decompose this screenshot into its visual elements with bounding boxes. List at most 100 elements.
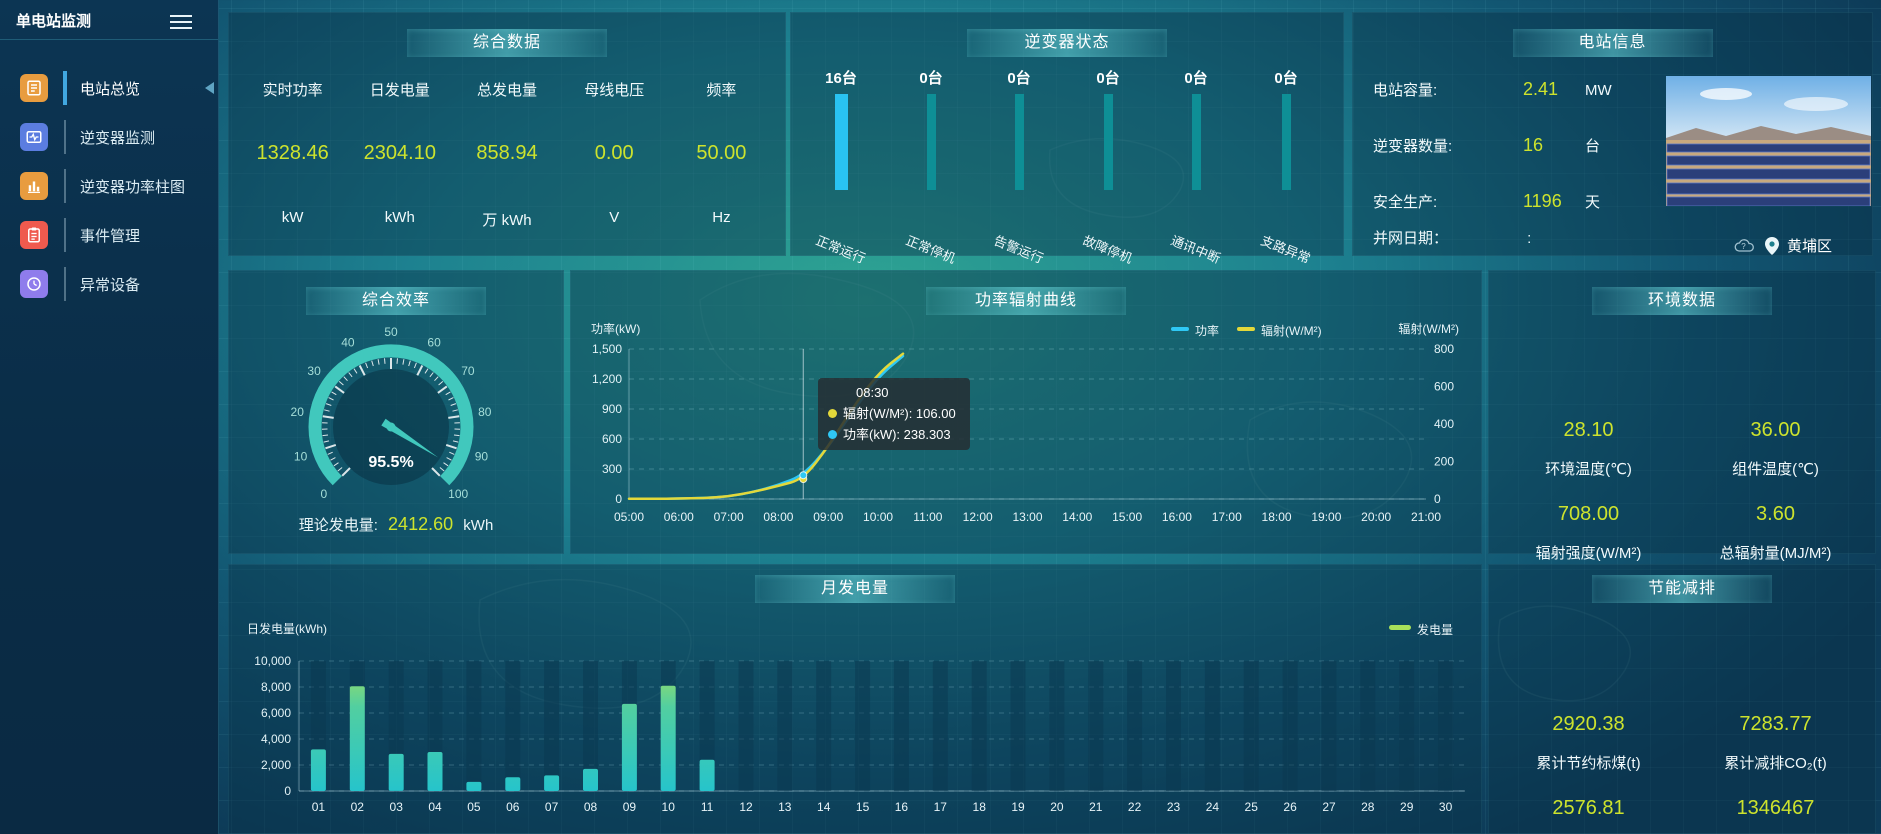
svg-text:15: 15 (856, 800, 870, 814)
tooltip-item: 辐射(W/M²): 106.00 (828, 403, 960, 422)
status-bar[interactable] (1103, 94, 1113, 190)
bar-background (1166, 661, 1181, 791)
metric-label: 日发电量 (369, 82, 430, 99)
sidebar-item-tick (64, 120, 66, 154)
svg-text:40: 40 (341, 335, 355, 349)
abnormal-device-icon (20, 270, 48, 298)
status-column: 0台 通讯中断 (1151, 67, 1241, 266)
status-bar[interactable] (834, 94, 848, 190)
saving-cell: 1346467累计等效植树(棵) (1682, 797, 1869, 834)
svg-text:80: 80 (478, 405, 492, 419)
metric-value: 1328.46 (256, 142, 329, 164)
legend-item[interactable]: 辐射(W/M²) (1237, 323, 1322, 338)
energy-bar (427, 752, 443, 791)
saving-cell: 2920.38 累计节约标煤(t) (1495, 713, 1682, 773)
environment-value: 3.60 (1756, 503, 1795, 525)
svg-text:18:00: 18:00 (1262, 510, 1292, 524)
svg-text:05: 05 (467, 800, 481, 814)
info-label: 安全生产: (1373, 194, 1438, 211)
bar-background (932, 661, 948, 791)
environment-cell: 28.10 环境温度(℃) (1495, 419, 1682, 479)
energy-bar (310, 749, 326, 791)
panel-title: 功率辐射曲线 (926, 287, 1126, 315)
info-value: 16 (1523, 135, 1544, 155)
svg-text:22: 22 (1128, 800, 1142, 814)
svg-text:19: 19 (1011, 800, 1025, 814)
svg-text:20: 20 (291, 405, 305, 419)
sidebar-item-event-clipboard[interactable]: 事件管理 (0, 211, 218, 260)
tooltip-time: 08:30 (856, 385, 889, 400)
bar-background (544, 661, 560, 791)
location-name: 黄埔区 (1787, 238, 1833, 255)
hamburger-menu-icon[interactable] (170, 11, 192, 33)
legend-item[interactable]: 功率 (1171, 323, 1219, 338)
metric-unit: Hz (712, 209, 731, 226)
status-label: 正常运行 (813, 232, 868, 267)
svg-text:4,000: 4,000 (261, 732, 291, 746)
environment-cell: 708.00 辐射强度(W/M²) (1495, 503, 1682, 563)
tooltip-series-text: 功率(kW): 238.303 (843, 427, 951, 442)
power-radiation-chart[interactable]: 1,500 1,200 900 600 300 0 800 600 400 200 0 05:00 06… (571, 271, 1481, 553)
status-count: 16台 (825, 70, 857, 87)
sidebar-item-power-bars[interactable]: 逆变器功率柱图 (0, 162, 218, 211)
svg-text:60: 60 (427, 335, 441, 349)
metric-value: 858.94 (476, 142, 538, 164)
saving-cell: 2576.81累计减排SO₂(t) (1495, 797, 1682, 834)
station-photo (1666, 76, 1871, 206)
sidebar-item-inverter-monitor[interactable]: 逆变器监测 (0, 113, 218, 162)
panel-title: 月发电量 (755, 575, 955, 603)
location-pin-icon[interactable] (1765, 236, 1779, 255)
status-count: 0台 (1274, 70, 1298, 87)
environment-label: 组件温度(℃) (1732, 461, 1819, 478)
panel-energy-saving: 节能减排 2920.38 累计节约标煤(t) 7283.77 累计减排CO₂(t) 25… (1488, 564, 1876, 834)
svg-text:07:00: 07:00 (714, 510, 744, 524)
overview-doc-icon (20, 74, 48, 102)
bar-background (1438, 661, 1454, 791)
status-count: 0台 (919, 70, 943, 87)
status-column: 0台支路异常 (1241, 67, 1331, 266)
sidebar-item-overview-doc[interactable]: 电站总览 (0, 64, 218, 113)
svg-text:21: 21 (1089, 800, 1103, 814)
energy-bar (583, 768, 598, 791)
svg-text:0: 0 (615, 492, 622, 506)
status-column: 16台正常运行 (796, 67, 886, 266)
info-value: 1196 (1523, 191, 1562, 211)
svg-text:16: 16 (895, 800, 909, 814)
legend-item[interactable]: 发电量 (1389, 622, 1453, 637)
svg-text:14:00: 14:00 (1062, 510, 1092, 524)
metric-label: 总发电量 (477, 82, 538, 99)
status-label: 支路异常 (1258, 232, 1313, 267)
saving-value: 7283.77 (1739, 713, 1812, 735)
inverter-monitor-icon (20, 123, 48, 151)
sidebar-item-abnormal-device[interactable]: 异常设备 (0, 260, 218, 309)
bar-background (855, 661, 871, 791)
panel-title: 电站信息 (1512, 29, 1713, 57)
monthly-energy-chart[interactable]: 10,000 8,000 6,000 4,000 2,000 0 01 02 03 04 05 06 0… (229, 565, 1481, 833)
status-bar[interactable] (926, 94, 936, 190)
svg-text:13: 13 (778, 800, 792, 814)
saving-value: 1346467 (1736, 797, 1815, 819)
svg-text:01: 01 (312, 800, 326, 814)
status-label: 通讯中断 (1168, 232, 1223, 267)
efficiency-gauge-chart[interactable]: 0 10 20 30 40 50 60 70 80 90 100 95.5% (229, 271, 563, 553)
svg-text:800: 800 (1434, 342, 1454, 356)
theory-energy-label: 理论发电量: (298, 517, 378, 534)
bar-background (1204, 661, 1220, 791)
svg-text:20: 20 (1050, 800, 1064, 814)
bar-background (1049, 661, 1065, 791)
panel-efficiency: 综合效率 0 10 20 30 40 50 60 70 80 90 100 95.5% 理论发电量: … (228, 270, 564, 554)
svg-text:03: 03 (390, 800, 404, 814)
svg-text:21:00: 21:00 (1411, 510, 1441, 524)
station-info-row: 逆变器数量: 16 台 (1373, 135, 1600, 156)
status-bar[interactable] (1281, 94, 1291, 190)
energy-bar (505, 777, 521, 791)
status-bar[interactable] (1014, 94, 1024, 190)
svg-text:发电量: 发电量 (1417, 622, 1453, 637)
svg-text:08: 08 (584, 800, 598, 814)
theory-energy-value: 2412.60 (388, 514, 454, 534)
status-bar[interactable] (1191, 94, 1201, 190)
bar-background (1321, 661, 1337, 791)
svg-text:27: 27 (1322, 800, 1336, 814)
weather-cloud-icon[interactable]: ? (1733, 238, 1757, 254)
saving-label: 累计减排CO₂(t) (1724, 755, 1827, 772)
